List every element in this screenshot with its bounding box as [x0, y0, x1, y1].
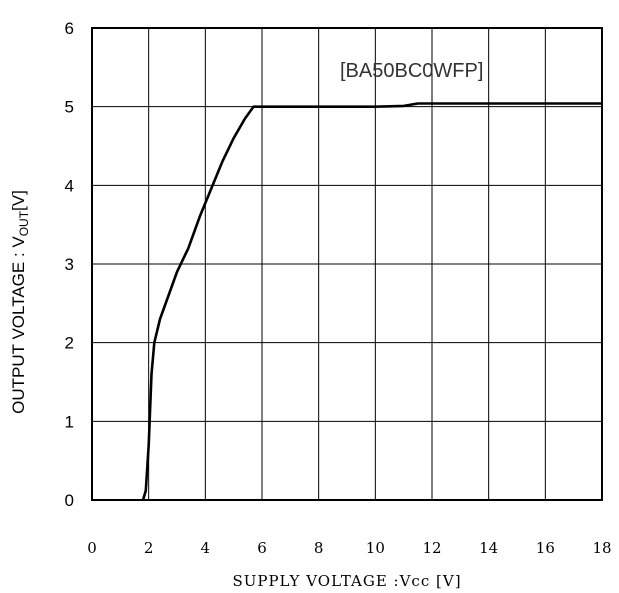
series-line-0: [141, 102, 602, 501]
plot-frame: [91, 27, 603, 501]
x-tick-label-8: 16: [536, 539, 555, 557]
plot-border: [91, 27, 603, 501]
y-axis-label: OUTPUT VOLTAGE : VOUT[V]: [9, 190, 31, 414]
x-axis-label: SUPPLY VOLTAGE :Vcc [V]: [232, 572, 461, 590]
y-tick-labels: 0 1 2 3 4 5 6: [65, 19, 74, 510]
x-tick-label-4: 8: [314, 539, 324, 557]
x-tick-label-2: 4: [201, 539, 211, 557]
y-tick-label-1: 1: [65, 412, 74, 431]
x-tick-label-6: 12: [422, 539, 441, 557]
y-axis-label-subscript: OUT: [17, 210, 31, 236]
series-layer: [141, 102, 602, 501]
x-tick-label-7: 14: [479, 539, 498, 557]
x-tick-label-5: 10: [366, 539, 385, 557]
x-tick-label-3: 6: [257, 539, 267, 557]
x-tick-labels: 0 2 4 6 8 10 12 14 16 18: [87, 539, 611, 557]
y-axis-label-unit: [V]: [9, 190, 28, 211]
y-tick-label-0: 0: [65, 491, 74, 510]
y-tick-label-3: 3: [65, 255, 74, 274]
y-axis-label-main: OUTPUT VOLTAGE : V: [9, 236, 28, 414]
y-tick-label-2: 2: [65, 334, 74, 353]
grid: [92, 28, 602, 500]
chart-annotation: [BA50BC0WFP]: [340, 60, 483, 82]
x-tick-label-0: 0: [87, 539, 97, 557]
x-tick-label-9: 18: [592, 539, 611, 557]
y-tick-label-4: 4: [65, 176, 74, 195]
x-tick-label-1: 2: [144, 539, 154, 557]
y-tick-label-6: 6: [65, 19, 74, 38]
y-tick-label-5: 5: [65, 98, 74, 117]
